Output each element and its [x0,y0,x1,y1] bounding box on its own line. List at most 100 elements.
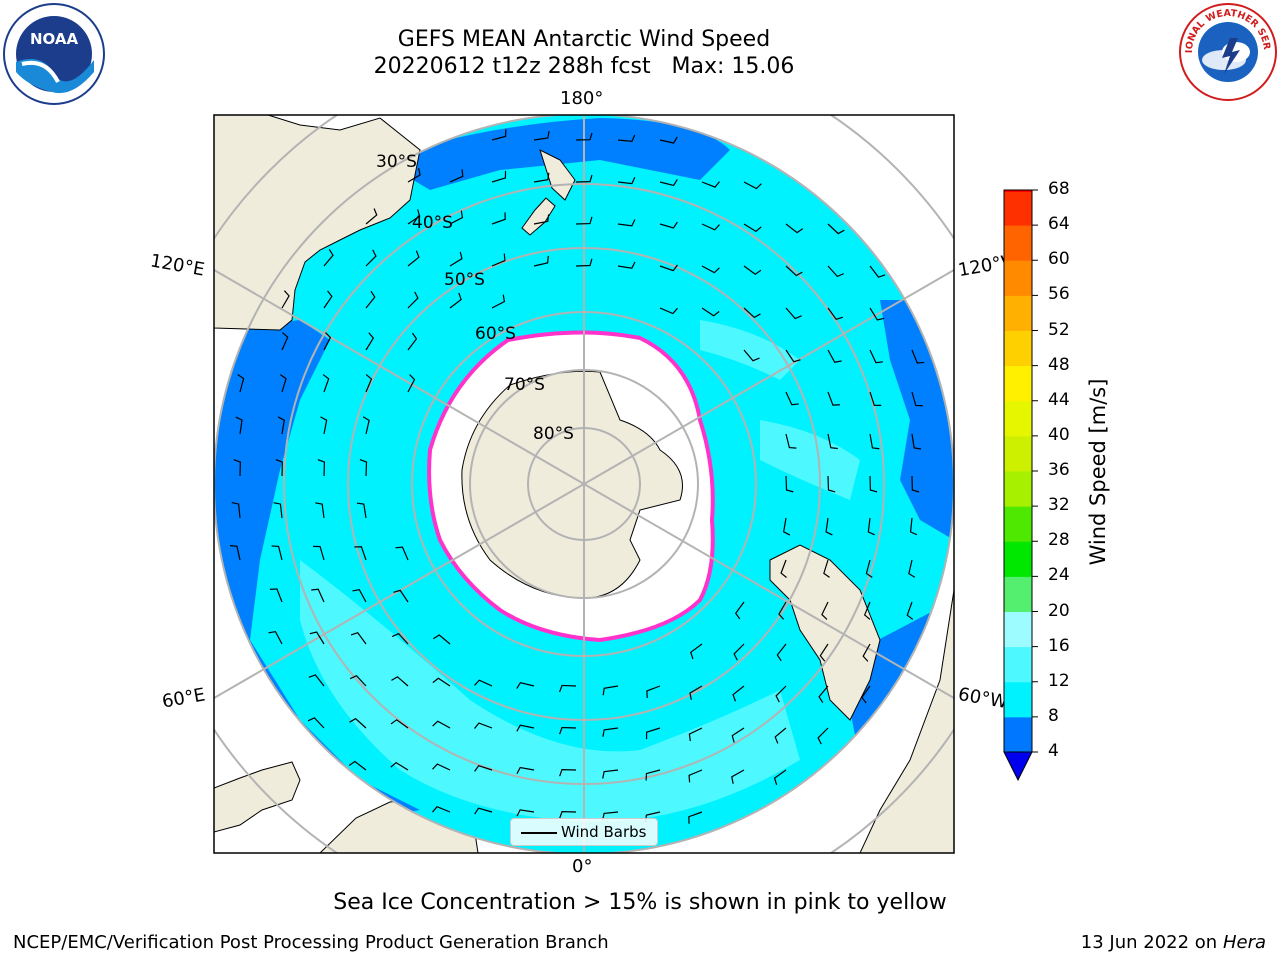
land-africa [214,761,301,833]
lat-label-40s: 40°S [412,213,453,233]
wind-barb [827,265,844,278]
colorbar-tick-label: 32 [1048,495,1070,516]
wind-barb [349,717,367,729]
wind-barb [235,416,243,435]
footnote: Sea Ice Concentration > 15% is shown in … [333,890,947,915]
wind-barb [309,631,325,645]
wind-barb [474,765,493,772]
wind-barb [311,588,325,603]
lat-label-60s: 60°S [475,324,516,344]
wind-barb [516,809,535,817]
credit-host: Hera [1222,932,1266,953]
wind-barb [776,643,787,662]
wind-barb [233,459,241,477]
land-south-america-outer [859,589,954,853]
wind-barb [237,374,245,393]
land-new-zealand-north [539,149,576,201]
wind-barb [731,769,745,784]
wind-barb [827,391,840,406]
wind-barb [785,391,799,406]
wind-barb [491,212,506,225]
wind-barb [743,307,761,319]
fast-zone-2 [760,420,860,500]
wind-barb [391,632,409,645]
wind-barb [817,727,829,745]
wind-barb-legend-label: Wind Barbs [561,823,647,841]
wind-barb [559,726,577,735]
wind-barb [690,643,703,660]
wind-barb [365,208,378,225]
wind-barb [778,601,787,620]
wind-barb [659,307,678,315]
credit-left: NCEP/EMC/Verification Post Processing Pr… [13,932,609,953]
wind-barb [827,307,844,321]
colorbar-tick-label: 20 [1048,600,1070,621]
wind-barb [390,761,409,771]
wind-barb [322,374,330,393]
wind-barb [743,223,762,233]
wind-barb [743,265,762,276]
wind-barb [867,517,875,536]
wind-barb [533,172,550,183]
wind-barb [575,132,593,141]
graticule [214,115,954,853]
wind-barb [273,502,283,519]
wind-barb [279,374,287,393]
wind-barb [775,685,787,703]
wind-barb [356,502,367,519]
wind-barb [317,459,326,477]
wind-barb [354,546,367,561]
wind-barb [869,307,885,321]
wind-barb [449,292,462,309]
colorbar-tick-label: 48 [1048,354,1070,375]
wind-barb [315,502,325,519]
fast-zone-1 [300,560,800,822]
wind-barb [313,545,325,561]
wind-barb [516,681,535,689]
wind-barb [825,517,833,536]
wind-barb [865,559,873,578]
wind-barb [491,294,506,309]
credit-date: 13 Jun 2022 on [1080,932,1218,953]
wind-barb [869,475,878,493]
lat-label-70s: 70°S [504,375,545,395]
land-antarctica [461,370,683,599]
lat-label-50s: 50°S [444,270,485,290]
chart-subtitle: 20220612 t12z 288h fcst Max: 15.06 [373,54,795,79]
colorbar-tick-label: 8 [1048,705,1059,726]
wind-barb [281,290,290,309]
wind-barb [491,129,507,141]
wind-barb [320,416,328,435]
wind-barbs [229,129,925,824]
wind-barb [391,676,409,687]
colorbar-label: Wind Speed [m/s] [1086,378,1110,566]
wind-barb [407,374,416,393]
colorbar-tick-label: 24 [1048,565,1070,586]
wind-barb [701,223,720,231]
wind-barb [646,685,661,698]
wind-barb [908,559,916,578]
wind-barb [269,588,283,603]
wind-barb [365,374,373,393]
wind-barb [827,349,842,363]
wind-barb [533,130,550,141]
wind-barb [474,807,493,815]
wind-barb [559,811,577,819]
wind-barb [350,632,367,645]
wind-barb [645,727,661,740]
wind-barb [688,727,703,742]
wind-barb-legend-line [521,832,557,834]
colorbar-tick-label: 36 [1048,460,1070,480]
wind-barb [323,332,332,351]
wind-barb [659,264,678,272]
wind-barb [516,766,535,775]
wind-barb [393,589,409,603]
wind-barb [575,258,593,267]
wind-barb [271,545,283,561]
calm-zone-north [380,118,730,190]
wind-barb [701,265,720,274]
wind-barb [659,136,678,144]
wind-barb [731,727,745,743]
wind-barb [362,416,370,435]
wind-barb [229,545,241,561]
